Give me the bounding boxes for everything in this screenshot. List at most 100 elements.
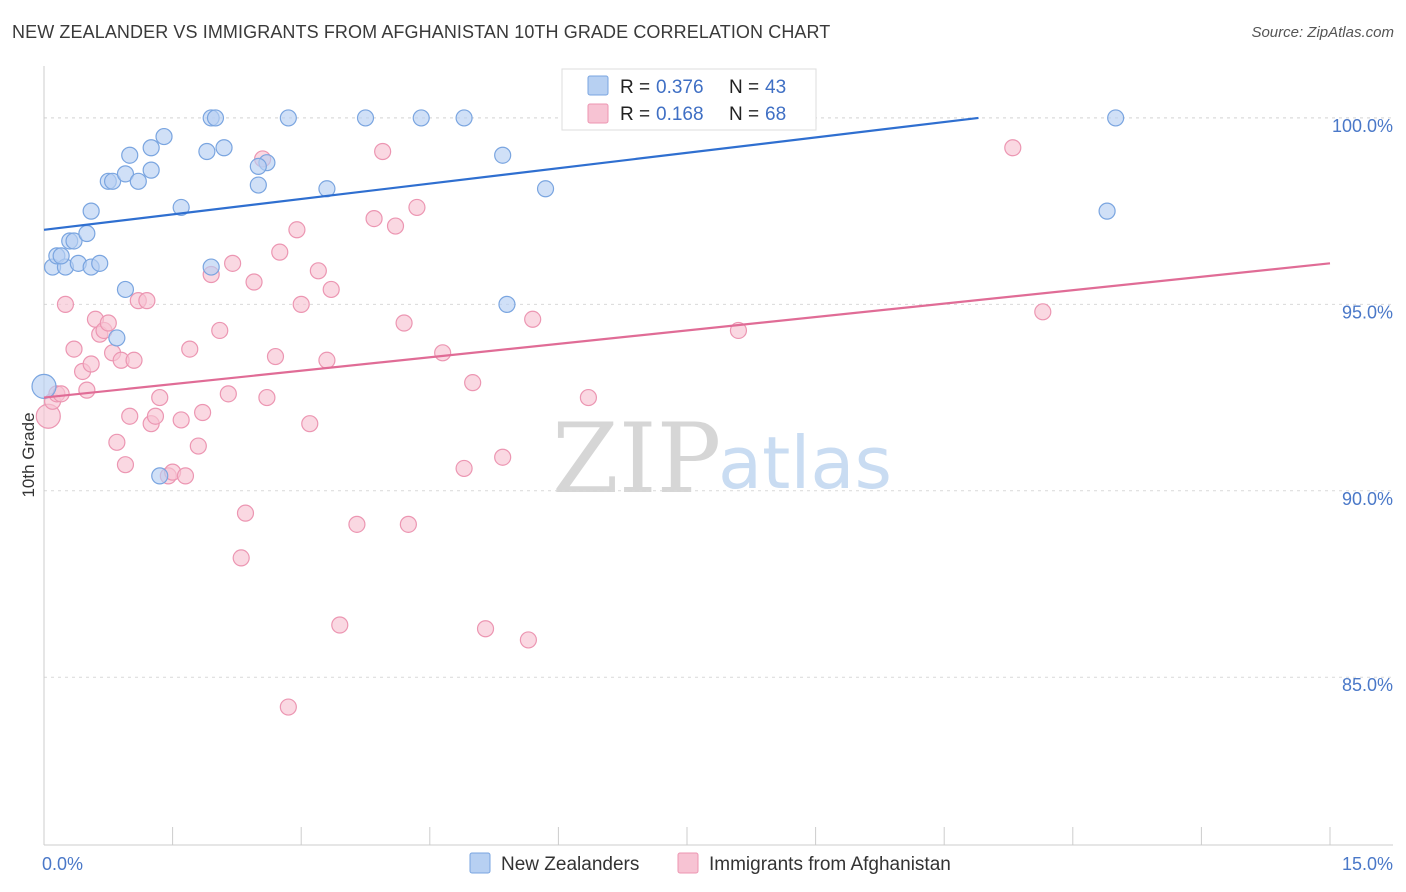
point-afghanistan-34 bbox=[224, 254, 242, 272]
point-afghanistan-18 bbox=[125, 351, 143, 369]
point-afghanistan-16 bbox=[116, 456, 135, 474]
point-afghanistan-30 bbox=[194, 403, 212, 422]
legend-n-value-blue: 43 bbox=[765, 77, 786, 98]
legend-n-label-blue: N = bbox=[729, 77, 759, 98]
point-afghanistan-29 bbox=[189, 437, 207, 455]
point-new-zealanders-30 bbox=[455, 109, 473, 127]
legend-r-value-pink: 0.168 bbox=[656, 104, 704, 125]
bottom-legend: New Zealanders Immigrants from Afghanist… bbox=[469, 852, 951, 875]
point-afghanistan-62 bbox=[519, 631, 537, 649]
point-new-zealanders-41 bbox=[249, 157, 267, 175]
watermark: ZIP atlas bbox=[552, 403, 892, 515]
point-new-zealanders-20 bbox=[198, 142, 216, 161]
point-new-zealanders-36 bbox=[116, 280, 135, 299]
x-tick-label-min: 0.0% bbox=[42, 854, 83, 874]
bottom-legend-label-new-zealanders: New Zealanders bbox=[501, 854, 639, 875]
watermark-atlas: atlas bbox=[718, 421, 892, 505]
point-afghanistan-56 bbox=[408, 198, 426, 217]
point-afghanistan-58 bbox=[455, 459, 473, 478]
series-immigrants-from-afghanistan bbox=[35, 139, 1052, 716]
point-afghanistan-35 bbox=[236, 504, 255, 522]
point-new-zealanders-18 bbox=[142, 161, 160, 179]
point-afghanistan-12 bbox=[99, 314, 117, 332]
point-new-zealanders-28 bbox=[356, 109, 375, 127]
point-new-zealanders-37 bbox=[108, 329, 126, 347]
trend-line-new-zealanders bbox=[43, 116, 979, 231]
y-tick-label-90: 90.0% bbox=[1342, 489, 1393, 509]
point-new-zealanders-34 bbox=[1107, 109, 1125, 127]
point-afghanistan-54 bbox=[395, 314, 413, 332]
y-tick-labels: 85.0% 90.0% 95.0% 100.0% bbox=[1332, 116, 1393, 695]
point-afghanistan-20 bbox=[138, 292, 156, 310]
legend: R = 0.376 N = 43 R = 0.168 N = 68 bbox=[561, 68, 817, 131]
point-afghanistan-67 bbox=[1034, 303, 1052, 321]
legend-swatch-blue bbox=[587, 75, 609, 96]
trend-line-afghanistan bbox=[43, 262, 1331, 399]
point-afghanistan-44 bbox=[292, 295, 310, 313]
point-afghanistan-4 bbox=[56, 295, 75, 313]
point-new-zealanders-35 bbox=[1098, 202, 1116, 220]
y-tick-label-85: 85.0% bbox=[1342, 675, 1393, 695]
point-new-zealanders-38 bbox=[151, 467, 169, 485]
point-afghanistan-14 bbox=[108, 433, 126, 451]
point-new-zealanders-14 bbox=[129, 172, 147, 190]
point-new-zealanders-32 bbox=[536, 180, 555, 198]
series-new-zealanders bbox=[31, 109, 1125, 485]
point-afghanistan-48 bbox=[322, 280, 340, 299]
point-afghanistan-57 bbox=[434, 344, 452, 362]
point-afghanistan-26 bbox=[172, 411, 190, 429]
x-tick-label-max: 15.0% bbox=[1342, 854, 1393, 874]
point-afghanistan-41 bbox=[271, 243, 289, 261]
point-new-zealanders-21 bbox=[215, 139, 233, 157]
point-afghanistan-5 bbox=[65, 340, 83, 358]
bottom-legend-swatch-new-zealanders bbox=[469, 852, 491, 874]
y-tick-label-100: 100.0% bbox=[1332, 116, 1393, 136]
point-afghanistan-40 bbox=[266, 347, 285, 366]
point-afghanistan-37 bbox=[245, 273, 263, 291]
point-afghanistan-52 bbox=[374, 142, 392, 161]
point-new-zealanders-15 bbox=[121, 146, 139, 164]
point-new-zealanders-9 bbox=[91, 254, 109, 272]
point-afghanistan-42 bbox=[279, 698, 297, 716]
axes bbox=[43, 66, 1393, 846]
point-new-zealanders-19 bbox=[172, 198, 190, 217]
bottom-legend-swatch-afghanistan bbox=[677, 852, 699, 874]
point-afghanistan-46 bbox=[309, 262, 327, 280]
point-afghanistan-39 bbox=[258, 388, 276, 407]
point-afghanistan-51 bbox=[365, 210, 383, 228]
point-afghanistan-27 bbox=[181, 340, 199, 358]
point-afghanistan-32 bbox=[211, 321, 229, 340]
point-new-zealanders-29 bbox=[412, 109, 430, 127]
y-axis-title: 10th Grade bbox=[19, 412, 38, 497]
y-tick-label-95: 95.0% bbox=[1342, 302, 1393, 322]
point-new-zealanders-13 bbox=[116, 165, 135, 183]
point-new-zealanders-6 bbox=[78, 224, 96, 243]
point-afghanistan-23 bbox=[151, 388, 169, 407]
point-new-zealanders-0 bbox=[31, 373, 57, 399]
legend-swatch-pink bbox=[587, 103, 609, 124]
point-afghanistan-50 bbox=[348, 515, 366, 533]
point-afghanistan-63 bbox=[524, 310, 542, 328]
legend-r-value-blue: 0.376 bbox=[656, 77, 704, 98]
point-afghanistan-7 bbox=[78, 381, 96, 399]
point-afghanistan-53 bbox=[386, 217, 405, 235]
legend-n-label-pink: N = bbox=[729, 104, 759, 125]
point-new-zealanders-42 bbox=[52, 247, 70, 265]
point-afghanistan-55 bbox=[399, 515, 417, 533]
point-afghanistan-36 bbox=[232, 549, 250, 567]
point-afghanistan-33 bbox=[219, 385, 237, 403]
point-afghanistan-60 bbox=[476, 620, 495, 638]
point-afghanistan-59 bbox=[464, 374, 482, 392]
legend-n-value-pink: 68 bbox=[765, 104, 786, 125]
point-afghanistan-43 bbox=[288, 221, 306, 239]
point-new-zealanders-10 bbox=[82, 202, 100, 220]
point-afghanistan-22 bbox=[146, 407, 165, 425]
legend-r-label-blue: R = bbox=[620, 77, 650, 98]
point-afghanistan-49 bbox=[331, 616, 349, 634]
point-new-zealanders-39 bbox=[202, 258, 220, 276]
point-new-zealanders-5 bbox=[65, 232, 83, 250]
source-credit: Source: ZipAtlas.com bbox=[1251, 24, 1394, 41]
point-afghanistan-17 bbox=[121, 407, 139, 425]
chart-title: NEW ZEALANDER VS IMMIGRANTS FROM AFGHANI… bbox=[12, 22, 831, 42]
